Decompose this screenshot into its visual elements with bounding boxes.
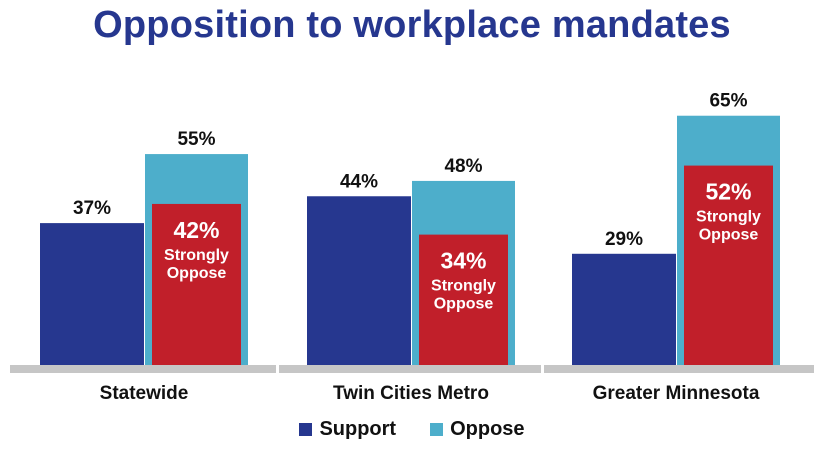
label-strongly-oppose-word1-greater-minnesota: Strongly xyxy=(696,209,761,226)
legend: Support Oppose xyxy=(0,418,824,441)
baseline-segment-3 xyxy=(544,365,814,373)
legend-item-oppose: Oppose xyxy=(430,418,525,441)
label-oppose-twin-cities-metro: 48% xyxy=(444,156,482,177)
legend-swatch-oppose xyxy=(430,423,444,436)
baseline-segment-1 xyxy=(10,365,276,373)
label-strongly-oppose-word2-greater-minnesota: Oppose xyxy=(699,227,759,244)
legend-label-oppose: Oppose xyxy=(450,418,525,440)
label-support-twin-cities-metro: 44% xyxy=(340,171,378,192)
category-label-greater-minnesota: Greater Minnesota xyxy=(593,383,760,404)
label-strongly-oppose-word2-statewide: Oppose xyxy=(167,265,227,282)
label-oppose-greater-minnesota: 65% xyxy=(709,91,747,112)
legend-label-support: Support xyxy=(319,418,397,440)
legend-item-support: Support xyxy=(299,418,396,441)
bar-strongly-oppose-statewide xyxy=(152,203,241,365)
bar-support-statewide xyxy=(40,223,144,365)
label-strongly-oppose-value-statewide: 42% xyxy=(173,217,219,243)
category-label-statewide: Statewide xyxy=(100,383,189,404)
label-strongly-oppose-word2-twin-cities-metro: Oppose xyxy=(434,296,494,313)
bar-strongly-oppose-greater-minnesota xyxy=(684,165,773,365)
label-support-statewide: 37% xyxy=(73,198,111,219)
label-support-greater-minnesota: 29% xyxy=(605,229,643,250)
label-strongly-oppose-value-greater-minnesota: 52% xyxy=(705,179,751,205)
chart-title: Opposition to workplace mandates xyxy=(93,4,731,46)
bar-strongly-oppose-twin-cities-metro xyxy=(419,234,508,365)
label-strongly-oppose-word1-twin-cities-metro: Strongly xyxy=(431,278,496,295)
category-label-twin-cities-metro: Twin Cities Metro xyxy=(333,383,489,404)
label-oppose-statewide: 55% xyxy=(177,129,215,150)
label-strongly-oppose-word1-statewide: Strongly xyxy=(164,247,229,264)
baseline-segment-2 xyxy=(279,365,541,373)
bar-support-twin-cities-metro xyxy=(307,196,411,365)
legend-swatch-support xyxy=(299,423,313,436)
bar-support-greater-minnesota xyxy=(572,253,676,365)
label-strongly-oppose-value-twin-cities-metro: 34% xyxy=(440,248,486,274)
